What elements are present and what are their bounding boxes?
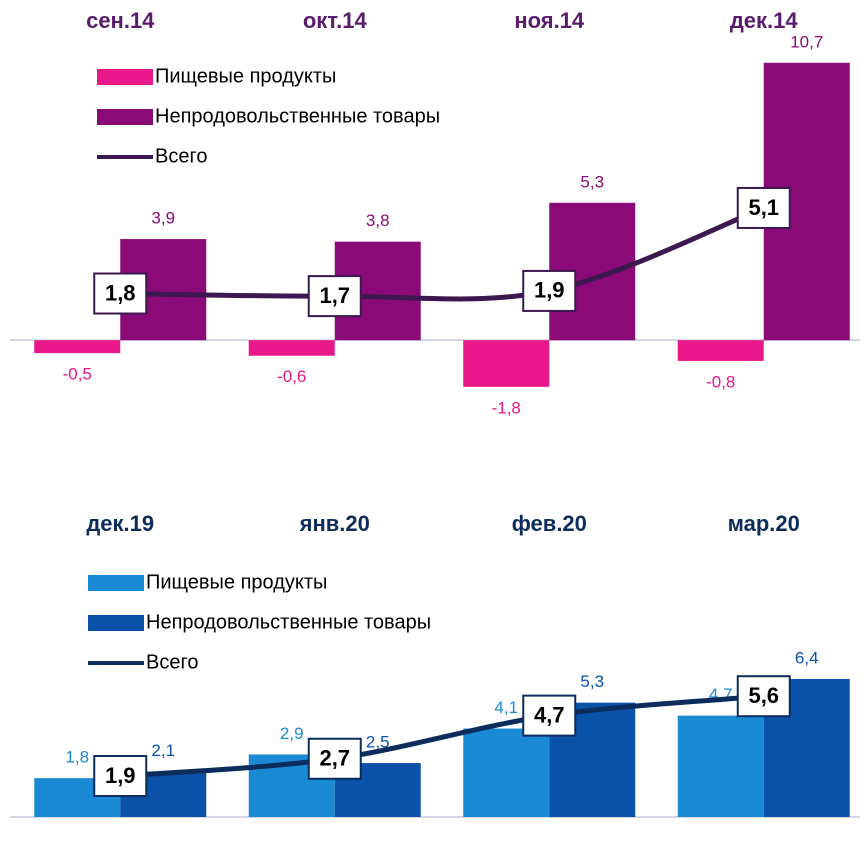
total-line [120,693,764,779]
total-box [736,186,791,229]
total-label: 5,6 [748,683,779,708]
category-label: дек.19 [86,511,154,536]
value-label: -0,8 [706,372,735,391]
total-label: 1,7 [319,283,350,308]
value-label: 6,4 [795,648,819,667]
total-box [307,737,362,780]
bar [463,340,550,387]
total-label: 2,7 [319,746,350,771]
total-label: 1,9 [105,763,136,788]
legend-label: Непродовольственные товары [155,105,440,127]
value-label: 2,5 [366,733,390,752]
category-label: ноя.14 [514,8,585,33]
category-label: фев.20 [512,511,587,536]
legend-label: Пищевые продукты [155,65,336,87]
bar [248,340,335,356]
legend-swatch [88,615,144,631]
value-label: 2,1 [151,741,175,760]
total-line [120,205,765,302]
legend-label: Всего [155,145,207,167]
category-label: мар.20 [728,511,800,536]
total-box [522,694,577,737]
legend-swatch [97,69,153,85]
category-label: окт.14 [303,8,368,33]
total-box [93,272,148,315]
total-box [307,275,362,318]
bar [677,340,764,361]
bar [34,340,121,354]
total-box [736,675,791,718]
legend-label: Пищевые продукты [146,571,327,593]
value-label: 2,9 [280,724,304,743]
legend-label: Всего [146,651,198,673]
legend-swatch [97,109,153,125]
value-label: 10,7 [790,32,823,51]
bar [677,715,764,817]
value-label: -0,6 [277,367,306,386]
legend-label: Непродовольственные товары [146,611,431,633]
total-label: 4,7 [534,702,565,727]
value-label: 5,3 [580,672,604,691]
total-label: 1,8 [105,280,136,305]
total-box [93,755,148,798]
total-label: 1,9 [534,278,565,303]
bar [463,728,550,817]
value-label: 4,1 [494,698,518,717]
value-label: 5,3 [580,172,604,191]
category-label: сен.14 [86,8,155,33]
category-label: янв.20 [299,511,370,536]
value-label: 3,8 [366,211,390,230]
value-label: 3,9 [151,209,175,228]
total-label: 5,1 [748,195,779,220]
value-label: -0,5 [63,365,92,384]
value-label: 1,8 [65,748,89,767]
total-box [522,269,577,312]
legend-swatch [88,575,144,591]
category-label: дек.14 [730,8,799,33]
value-label: -1,8 [492,398,521,417]
